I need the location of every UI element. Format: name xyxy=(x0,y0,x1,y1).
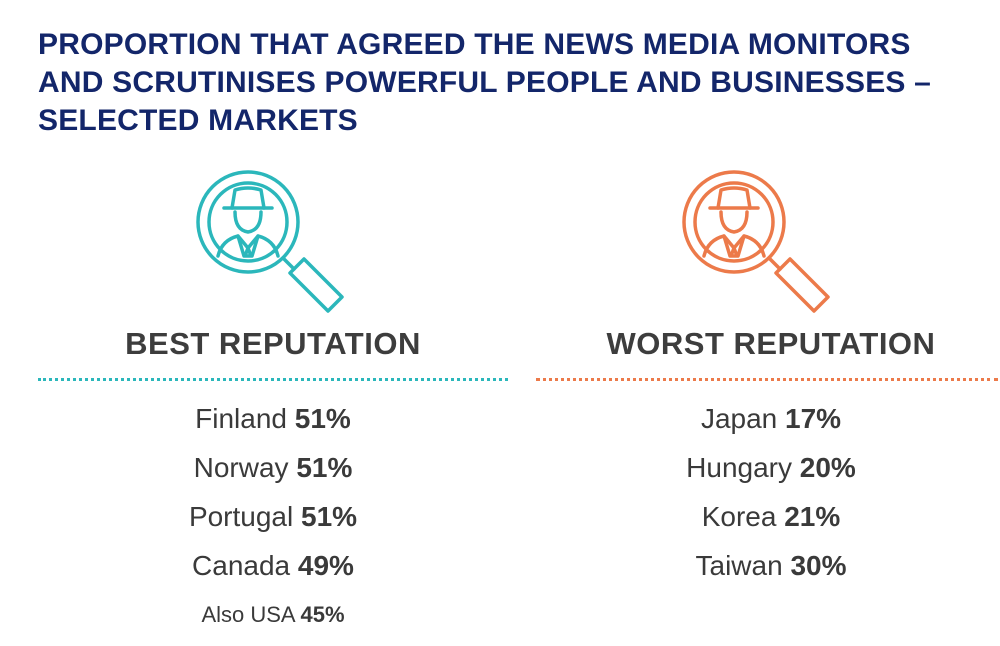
title-line-1: PROPORTION THAT AGREED THE NEWS MEDIA MO… xyxy=(38,28,911,61)
best-reputation-heading: BEST REPUTATION xyxy=(125,326,421,361)
country-name: Japan xyxy=(700,403,778,434)
country-name: Portugal xyxy=(188,501,294,532)
percentage: 51% xyxy=(296,452,353,483)
percentage: 30% xyxy=(790,550,847,581)
best-divider xyxy=(38,378,508,381)
list-item: Canada 49% xyxy=(38,541,508,590)
worst-divider xyxy=(536,378,998,381)
list-item: Finland 51% xyxy=(38,394,508,443)
best-country-list: Finland 51% Norway 51% Portugal 51% Cana… xyxy=(38,394,508,639)
percentage: 45% xyxy=(300,602,345,627)
percentage: 51% xyxy=(301,501,358,532)
magnifier-spy-icon xyxy=(674,160,834,320)
country-name: Norway xyxy=(193,452,289,483)
list-item-also: Also USA 45% xyxy=(38,590,508,639)
country-name: Hungary xyxy=(686,452,792,483)
worst-reputation-heading: WORST REPUTATION xyxy=(606,326,936,361)
percentage: 21% xyxy=(784,501,841,532)
list-item: Hungary 20% xyxy=(536,443,1000,492)
list-item: Portugal 51% xyxy=(38,492,508,541)
title-line-2: AND SCRUTINISES POWERFUL PEOPLE AND BUSI… xyxy=(38,66,932,99)
list-item: Taiwan 30% xyxy=(536,541,1000,590)
list-item: Korea 21% xyxy=(536,492,1000,541)
percentage: 17% xyxy=(785,403,842,434)
country-name: Taiwan xyxy=(695,550,783,581)
magnifier-spy-icon xyxy=(188,160,348,320)
list-item: Norway 51% xyxy=(38,443,508,492)
percentage: 20% xyxy=(799,452,856,483)
title-line-3: SELECTED MARKETS xyxy=(38,104,358,137)
country-name: Also USA xyxy=(201,602,295,627)
country-name: Korea xyxy=(701,501,777,532)
percentage: 49% xyxy=(297,550,354,581)
percentage: 51% xyxy=(294,403,351,434)
worst-country-list: Japan 17% Hungary 20% Korea 21% Taiwan 3… xyxy=(536,394,1000,590)
country-name: Canada xyxy=(192,550,291,581)
country-name: Finland xyxy=(195,403,287,434)
list-item: Japan 17% xyxy=(536,394,1000,443)
page-title: PROPORTION THAT AGREED THE NEWS MEDIA MO… xyxy=(38,26,988,140)
